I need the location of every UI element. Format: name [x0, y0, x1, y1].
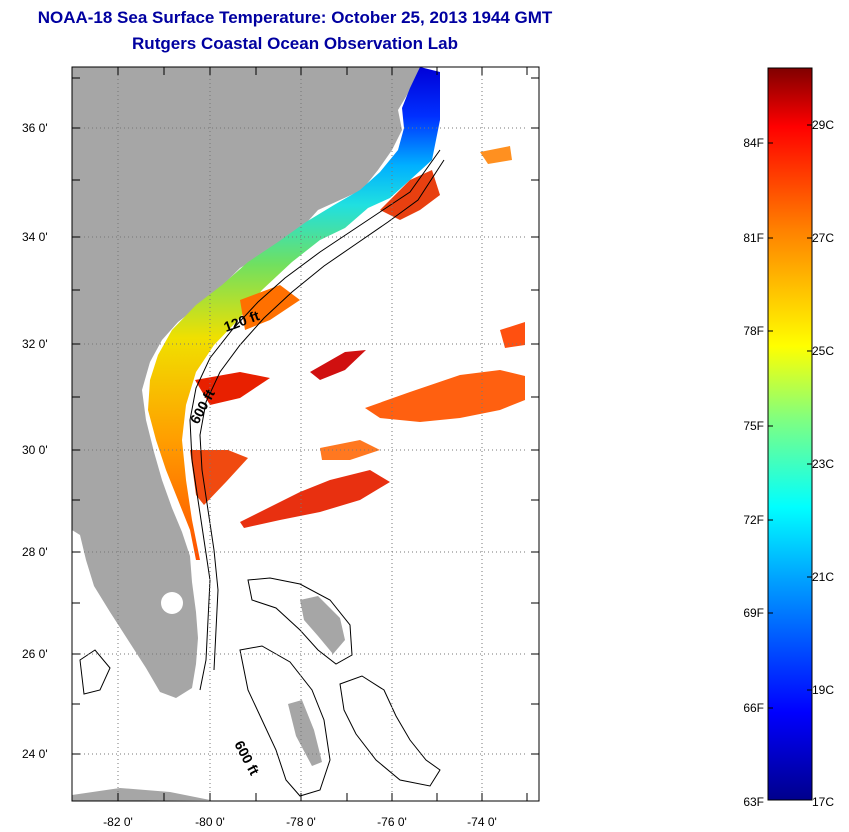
sst-warm-filament: [380, 170, 440, 220]
axis-ticks: [72, 67, 539, 801]
sst-warm-filament: [500, 322, 525, 348]
colorbar-f-label: 66F: [743, 701, 764, 715]
lat-label: 28 0': [22, 545, 48, 559]
map-title: NOAA-18 Sea Surface Temperature: October…: [37, 8, 553, 27]
colorbar-c-label: 25C: [812, 344, 835, 358]
isobath-contour: [199, 159, 445, 671]
colorbar-c-label: 23C: [812, 457, 835, 471]
lat-label: 26 0': [22, 647, 48, 661]
lat-label: 24 0': [22, 747, 48, 761]
land-mass: [72, 67, 420, 698]
bahamas-land: [288, 700, 322, 766]
sst-shelf-band: [148, 67, 440, 560]
sst-warm-filament: [240, 285, 300, 330]
bahamas-land: [72, 788, 210, 801]
isobath-contour: [189, 149, 441, 691]
lat-label: 30 0': [22, 443, 48, 457]
colorbar-f-label: 81F: [743, 231, 764, 245]
colorbar-f-label: 84F: [743, 136, 764, 150]
lat-label: 32 0': [22, 337, 48, 351]
sst-warm-filament: [310, 350, 366, 380]
lon-label: -76 0': [377, 815, 407, 829]
isobath-contour: [247, 577, 353, 665]
colorbar-c-label: 21C: [812, 570, 835, 584]
lake: [161, 592, 183, 614]
colorbar-f-label: 75F: [743, 419, 764, 433]
colorbar-f-label: 69F: [743, 606, 764, 620]
map-frame: [71, 66, 540, 802]
lon-label: -78 0': [286, 815, 316, 829]
colorbar-gradient: [767, 67, 813, 801]
colorbar-f-label: 63F: [743, 795, 764, 809]
isobath-label-600ft-south: 600 ft: [231, 738, 262, 778]
sst-warm-filament: [480, 146, 512, 164]
lat-label: 36 0': [22, 121, 48, 135]
isobath-contour: [79, 649, 111, 695]
colorbar-f-label: 78F: [743, 324, 764, 338]
sst-warm-filament: [190, 450, 248, 505]
isobath-label-600ft: 600 ft: [187, 386, 218, 426]
lon-label: -82 0': [103, 815, 133, 829]
sst-warm-filament: [240, 470, 390, 528]
colorbar-ticks: [768, 124, 812, 709]
colorbar-c-label: 27C: [812, 231, 835, 245]
sst-warm-filament: [195, 372, 270, 405]
lon-label: -80 0': [195, 815, 225, 829]
map-subtitle: Rutgers Coastal Ocean Observation Lab: [132, 34, 458, 53]
bahamas-land: [300, 596, 345, 654]
lon-label: -74 0': [467, 815, 497, 829]
colorbar-f-label: 72F: [743, 513, 764, 527]
lat-label: 34 0': [22, 230, 48, 244]
sst-warm-filament: [365, 370, 525, 422]
sst-colorbar: [767, 67, 813, 801]
isobath-contour: [239, 645, 331, 797]
colorbar-c-label: 17C: [812, 795, 835, 809]
colorbar-c-label: 29C: [812, 118, 835, 132]
sst-warm-filament: [320, 440, 380, 460]
colorbar-c-label: 19C: [812, 683, 835, 697]
isobath-contour: [339, 675, 441, 787]
